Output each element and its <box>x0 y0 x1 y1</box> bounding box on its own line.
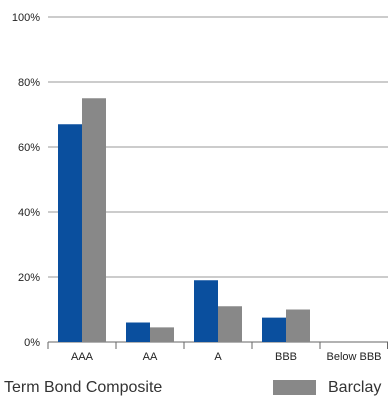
y-tick-label: 0% <box>24 337 40 349</box>
y-tick-label: 60% <box>18 142 40 154</box>
legend: Term Bond Composite Barclay <box>4 379 381 396</box>
bar-term-bond-composite-aaa <box>58 124 82 342</box>
x-category-label: Below BBB <box>326 351 381 363</box>
legend-swatch-barclay <box>273 380 316 395</box>
bar-term-bond-composite-aa <box>126 322 150 342</box>
bar-term-bond-composite-a <box>194 280 218 342</box>
bars <box>58 98 310 342</box>
x-category-label: BBB <box>275 351 297 363</box>
bar-barclay-aaa <box>82 98 106 342</box>
y-tick-label: 40% <box>18 207 40 219</box>
y-axis-ticks: 0% 20% 40% 60% 80% 100% <box>12 12 40 349</box>
bar-barclay-bbb <box>286 309 310 342</box>
legend-label-term-bond-composite: Term Bond Composite <box>4 379 162 396</box>
x-axis-categories: AAA AA A BBB Below BBB <box>47 342 388 363</box>
x-category-label: AA <box>143 351 158 363</box>
y-tick-label: 100% <box>12 12 40 24</box>
y-tick-label: 20% <box>18 272 40 284</box>
x-category-label: A <box>214 351 222 363</box>
y-tick-label: 80% <box>18 77 40 89</box>
bar-barclay-a <box>218 306 242 342</box>
x-category-label: AAA <box>71 351 94 363</box>
bar-barclay-aa <box>150 327 174 342</box>
legend-label-barclay: Barclay <box>328 379 381 396</box>
bar-term-bond-composite-bbb <box>262 317 286 342</box>
